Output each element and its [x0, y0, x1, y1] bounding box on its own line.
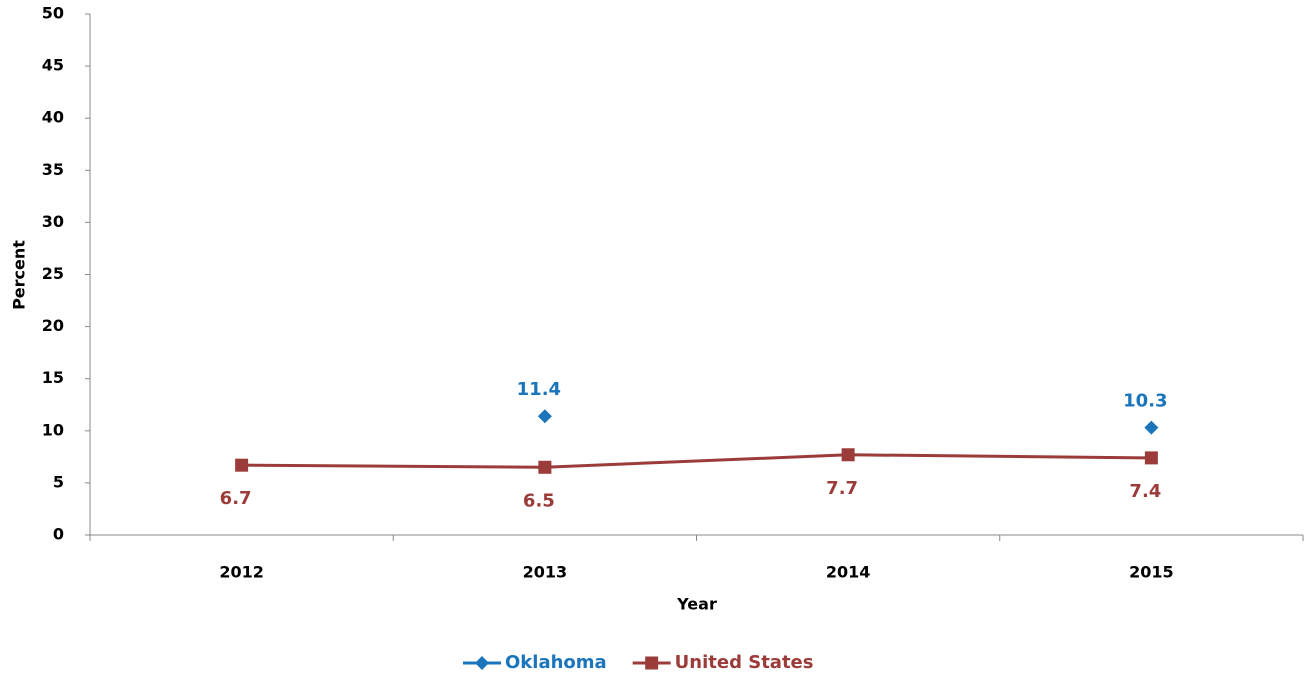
y-axis-title: Percent: [10, 240, 29, 310]
legend-marker: [645, 656, 659, 670]
data-label: 6.7: [220, 488, 252, 509]
data-point: [537, 409, 552, 424]
data-point: [1144, 451, 1158, 465]
x-tick-label: 2015: [1129, 563, 1174, 582]
data-point: [235, 458, 249, 472]
y-tick-label: 40: [42, 108, 64, 127]
legend-label: Oklahoma: [505, 652, 607, 673]
y-tick-label: 25: [42, 264, 64, 283]
data-label: 11.4: [517, 379, 561, 400]
y-tick-label: 5: [53, 472, 64, 491]
x-axis-title: Year: [676, 595, 717, 614]
y-tick-label: 45: [42, 56, 64, 75]
data-point: [538, 460, 552, 474]
y-tick-label: 0: [53, 525, 64, 544]
data-point: [841, 448, 855, 462]
y-tick-label: 15: [42, 368, 64, 387]
data-point: [1144, 420, 1159, 435]
y-tick-label: 50: [42, 4, 64, 23]
y-tick-label: 10: [42, 420, 64, 439]
data-label: 7.7: [826, 478, 858, 499]
y-tick-label: 20: [42, 316, 64, 335]
data-label: 7.4: [1129, 481, 1161, 502]
data-label: 10.3: [1123, 391, 1167, 412]
legend-label: United States: [675, 652, 814, 673]
legend-marker: [475, 656, 489, 670]
x-tick-label: 2012: [219, 563, 264, 582]
x-tick-label: 2013: [523, 563, 568, 582]
y-tick-label: 35: [42, 160, 64, 179]
series-line: [241, 453, 1152, 469]
y-tick-label: 30: [42, 212, 64, 231]
x-tick-label: 2014: [826, 563, 871, 582]
data-label: 6.5: [523, 490, 555, 511]
